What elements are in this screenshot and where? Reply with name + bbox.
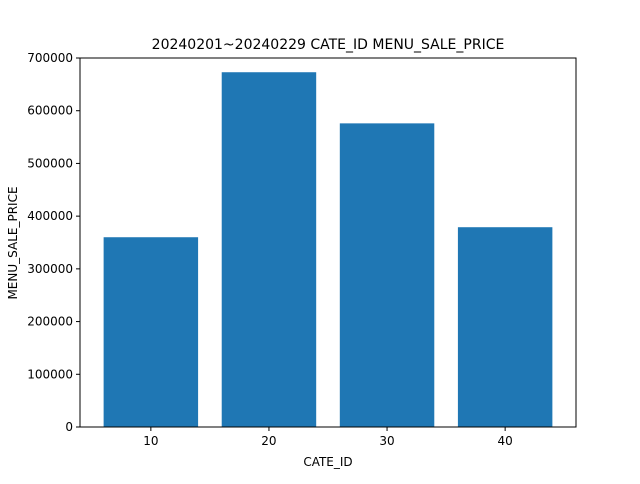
x-tick-label: 20 [261,434,276,448]
y-tick-label: 600000 [27,104,73,118]
y-axis-label: MENU_SALE_PRICE [6,186,20,299]
bar-cate-30 [339,123,435,427]
x-axis-label: CATE_ID [303,455,352,469]
bar-cate-40 [457,227,553,427]
bar-cate-10 [103,237,199,427]
chart-title: 20240201~20240229 CATE_ID MENU_SALE_PRIC… [152,37,505,53]
x-tick-label: 30 [379,434,394,448]
x-axis: 10 20 30 40 [143,427,513,448]
y-tick-label: 200000 [27,315,73,329]
y-tick-label: 0 [65,420,73,434]
bars-layer [103,72,553,428]
x-tick-label: 10 [143,434,158,448]
plot-frame [79,57,577,428]
bar-cate-20 [221,72,317,428]
y-tick-label: 300000 [27,262,73,276]
y-tick-label: 400000 [27,209,73,223]
y-axis: 0 100000 200000 300000 400000 500000 600000 700… [27,51,80,434]
x-tick-label: 40 [498,434,513,448]
y-tick-label: 100000 [27,367,73,381]
y-tick-label: 700000 [27,51,73,65]
y-tick-label: 500000 [27,156,73,170]
